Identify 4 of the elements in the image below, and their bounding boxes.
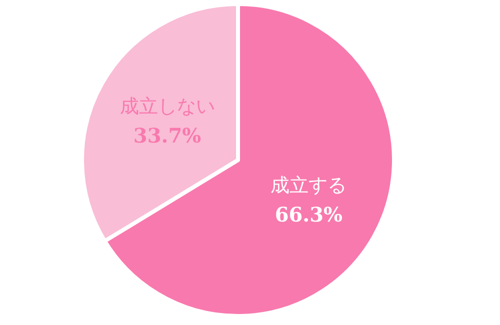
data-label: 66.3% bbox=[274, 202, 343, 227]
slice-label: 成立する bbox=[270, 174, 347, 197]
data-label: 33.7% bbox=[133, 123, 202, 148]
slice-label: 成立しない bbox=[120, 95, 215, 118]
